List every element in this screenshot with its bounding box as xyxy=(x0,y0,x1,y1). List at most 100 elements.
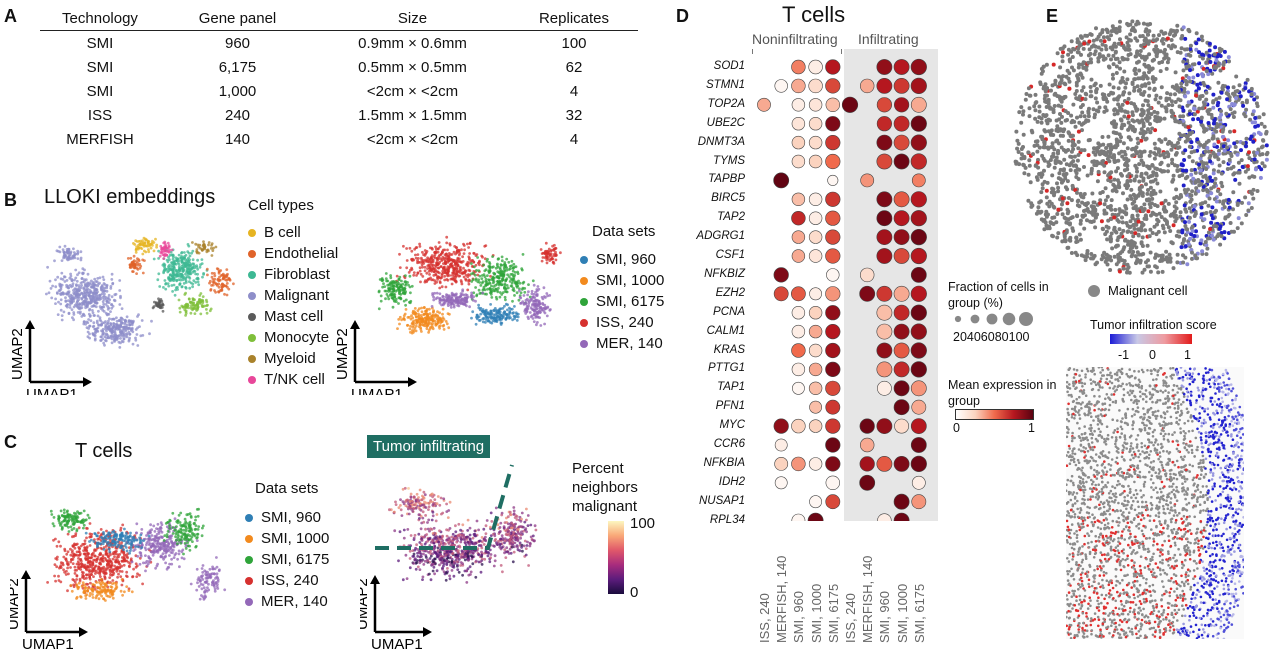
gene-label: TAP1 xyxy=(717,381,745,394)
legend-label: SMI, 1000 xyxy=(261,530,330,547)
dot xyxy=(859,267,875,283)
dot xyxy=(876,304,893,321)
dot xyxy=(893,455,910,472)
dot xyxy=(876,134,893,151)
dot xyxy=(910,437,927,453)
table-cell: 240 xyxy=(224,107,251,124)
fraction-legend-title: Fraction of cells in group (%) xyxy=(948,280,1049,310)
dot xyxy=(893,210,910,227)
dotplot xyxy=(757,58,927,521)
dot xyxy=(791,306,806,320)
dot xyxy=(825,116,841,132)
dot xyxy=(910,418,927,434)
panel-d-label: D xyxy=(676,6,689,26)
gene-label: NFKBIZ xyxy=(704,267,745,280)
legend-item: SMI, 6175 xyxy=(580,291,664,312)
dot xyxy=(825,418,841,434)
score-tick-min: -1 xyxy=(1118,348,1130,362)
table-cell: 4 xyxy=(569,131,579,148)
dot xyxy=(876,342,893,359)
dot xyxy=(757,97,771,112)
legend-swatch xyxy=(248,291,256,300)
gene-label: TAP2 xyxy=(717,211,745,224)
legend-label: ISS, 240 xyxy=(596,314,654,331)
dot xyxy=(893,512,910,521)
malignant-legend-dot xyxy=(1088,285,1100,297)
gene-label: NFKBIA xyxy=(703,456,745,469)
table-row: ISS 240 1.5mm × 1.5mm 32 xyxy=(40,103,638,127)
dot xyxy=(876,418,893,434)
dot xyxy=(808,98,823,112)
dot xyxy=(910,96,927,113)
dot xyxy=(894,418,909,434)
dot xyxy=(825,380,841,396)
legend-label: ISS, 240 xyxy=(261,572,319,589)
dot xyxy=(791,135,806,150)
zoom-points xyxy=(1066,367,1244,639)
dot xyxy=(808,230,823,244)
table-cell: SMI xyxy=(86,83,114,100)
technology-table: Technology Gene panel Size Replicates SMI 96… xyxy=(40,10,638,151)
legend-swatch xyxy=(245,576,253,585)
dot xyxy=(893,380,910,397)
dot xyxy=(825,286,841,302)
percent-colorbar xyxy=(608,521,624,594)
dot xyxy=(825,97,841,112)
dot xyxy=(791,249,806,263)
gene-label: PTTG1 xyxy=(707,362,745,375)
dot xyxy=(791,230,806,244)
legend-swatch xyxy=(245,513,253,522)
table-cell: 140 xyxy=(224,131,251,148)
dot xyxy=(841,96,859,113)
dot xyxy=(825,342,841,359)
group-noninfiltrating: Noninfiltrating xyxy=(752,31,838,47)
dot xyxy=(859,78,875,94)
dot xyxy=(808,419,823,433)
noninfiltrating-bracket xyxy=(752,49,842,54)
mean-legend-title: Mean expression in group xyxy=(948,378,1057,408)
group-infiltrating: Infiltrating xyxy=(858,31,919,47)
column-label: SMI, 1000 xyxy=(808,583,824,643)
gene-label: SOD1 xyxy=(713,60,745,72)
legend-swatch xyxy=(580,276,588,285)
dot xyxy=(808,135,823,150)
fraction-legend-dot xyxy=(954,315,962,323)
fraction-legend-dot xyxy=(986,313,998,325)
dot xyxy=(876,116,892,132)
gene-label: TAPBP xyxy=(708,173,745,186)
dot xyxy=(808,154,823,169)
table-cell: 960 xyxy=(224,35,251,52)
umap1-label: UMAP1 xyxy=(371,636,423,650)
dot xyxy=(911,173,926,188)
panel-c-label: C xyxy=(4,432,17,452)
legend-item: Endothelial xyxy=(248,243,338,264)
dot xyxy=(911,475,926,490)
dot xyxy=(910,134,927,151)
column-label: SMI, 6175 xyxy=(911,583,927,643)
colorbar-title: Percent neighbors malignant xyxy=(572,460,638,515)
dot xyxy=(893,323,910,340)
gene-label: STMN1 xyxy=(706,78,745,91)
dot xyxy=(910,58,927,76)
umap-points xyxy=(45,236,235,349)
dot xyxy=(808,59,823,75)
gene-label: IDH2 xyxy=(718,475,745,488)
zoom-bg xyxy=(1066,367,1244,639)
legend-label: SMI, 1000 xyxy=(596,272,665,289)
umap-points xyxy=(377,235,562,335)
legend-label: SMI, 6175 xyxy=(261,551,330,568)
legend-label: SMI, 960 xyxy=(596,251,657,268)
dot xyxy=(791,362,806,377)
dot xyxy=(808,78,823,94)
dot xyxy=(825,475,841,490)
dot xyxy=(876,153,893,170)
umap2-label: UMAP2 xyxy=(335,328,351,380)
datasets-legend: SMI, 960 SMI, 1000 SMI, 6175 ISS, 240 MER, 1… xyxy=(580,249,664,354)
dot xyxy=(910,455,927,473)
legend-swatch xyxy=(580,255,588,264)
dot xyxy=(876,380,892,396)
legend-swatch xyxy=(248,312,256,321)
legend-label: Fibroblast xyxy=(264,266,330,283)
dot xyxy=(893,134,910,151)
